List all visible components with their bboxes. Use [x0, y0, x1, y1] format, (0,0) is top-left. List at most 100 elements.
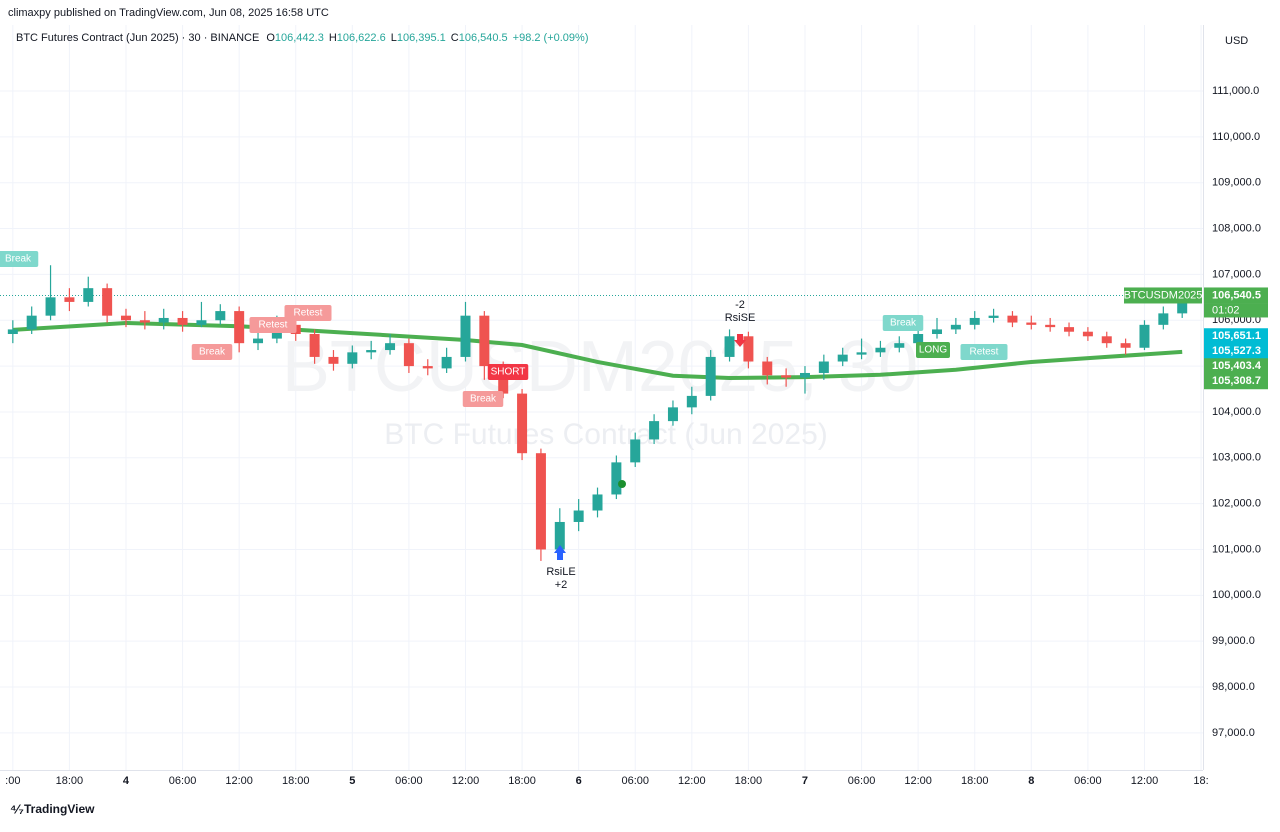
- ohlc-key: O: [266, 32, 275, 44]
- price-label: 105,403.4: [1212, 360, 1262, 372]
- x-tick-label: 12:00: [1131, 775, 1159, 787]
- candle-body: [932, 329, 943, 335]
- ohlc-key: L: [391, 32, 397, 44]
- candle-body: [969, 317, 980, 325]
- currency[interactable]: USD: [1225, 35, 1248, 47]
- y-tick-label: 109,000.0: [1212, 177, 1261, 189]
- candle-body: [875, 347, 886, 353]
- candle-body: [177, 317, 188, 325]
- candle-body: [102, 288, 113, 316]
- countdown-box: [1204, 303, 1268, 318]
- ohlc-value: 106,622.6: [337, 32, 386, 44]
- annotation-box: [249, 317, 297, 333]
- x-tick-label: 18:00: [56, 775, 84, 787]
- ohlc-value: 106,540.5: [459, 32, 508, 44]
- x-tick-label: 12:00: [904, 775, 932, 787]
- candle-body: [196, 320, 207, 325]
- price-label: 105,527.3: [1212, 345, 1261, 357]
- candle-body: [1082, 331, 1093, 337]
- symbol-info: BTC Futures Contract (Jun 2025) · 30 · B…: [16, 32, 589, 44]
- annotation-box: [960, 344, 1008, 360]
- candle-body: [215, 311, 226, 321]
- watermark-sub: BTC Futures Contract (Jun 2025): [384, 418, 828, 451]
- candle-body: [554, 521, 565, 550]
- symbol-tag-box: [1124, 287, 1202, 304]
- candle-body: [1101, 336, 1112, 344]
- y-tick-label: 108,000.0: [1212, 222, 1261, 234]
- candle-body: [460, 315, 471, 357]
- watermark: BTCUSDM2025, 30: [282, 327, 918, 407]
- x-tick-label: 06:00: [1074, 775, 1102, 787]
- candle-body: [1064, 327, 1075, 332]
- candle-body: [856, 352, 867, 355]
- y-tick-label: 99,000.0: [1212, 635, 1255, 647]
- y-tick-label: 97,000.0: [1212, 727, 1255, 739]
- candle-body: [1177, 295, 1188, 314]
- candle-body: [328, 356, 339, 364]
- annotation: Break: [890, 318, 917, 329]
- annotation: -2: [735, 299, 745, 311]
- axis-border: [0, 770, 1203, 771]
- x-tick-label: 06:00: [621, 775, 649, 787]
- y-tick-label: 102,000.0: [1212, 498, 1261, 510]
- candle-body: [818, 361, 829, 373]
- brand: TradingView: [24, 802, 95, 816]
- price-label-box: [1204, 373, 1268, 390]
- candle-body: [403, 343, 414, 367]
- annotation-box: [882, 315, 924, 331]
- annotation-box: [916, 342, 950, 358]
- published: climaxpy published on TradingView.com, J…: [8, 7, 329, 19]
- candle-body: [630, 439, 641, 463]
- candle-body: [837, 354, 848, 362]
- annotation-box: [284, 305, 332, 321]
- candle-body: [26, 315, 37, 330]
- x-tick-label: 18:00: [961, 775, 989, 787]
- candle-body: [64, 297, 75, 302]
- countdown: 01:02: [1212, 304, 1240, 316]
- x-tick-label: 12:00: [452, 775, 480, 787]
- annotation: +2: [555, 579, 568, 591]
- ohlc-key: H: [329, 32, 337, 44]
- annotation: Retest: [259, 320, 288, 331]
- candle-body: [1045, 324, 1056, 328]
- price-label: 105,308.7: [1212, 375, 1261, 387]
- annotation-box: [462, 391, 504, 407]
- change: +98.2 (+0.09%): [513, 32, 589, 44]
- x-tick-label: 12:00: [225, 775, 253, 787]
- x-tick-label: 06:00: [848, 775, 876, 787]
- x-tick-label: 06:00: [395, 775, 423, 787]
- price-label: 106,540.5: [1212, 289, 1261, 301]
- x-tick-label: 06:00: [169, 775, 197, 787]
- price-label-box: [1204, 343, 1268, 360]
- symbol-tag: BTCUSDM2025: [1124, 289, 1203, 301]
- candle-body: [611, 462, 622, 495]
- candle-body: [724, 336, 735, 357]
- candle-body: [422, 366, 433, 369]
- candle-body: [913, 334, 924, 344]
- x-tick-label: 18:00: [735, 775, 763, 787]
- candle-body: [441, 356, 452, 369]
- annotation: RsiLE: [546, 566, 575, 578]
- candle-body: [592, 494, 603, 511]
- candle-body: [988, 315, 999, 318]
- signal-dot: [618, 480, 626, 488]
- symbol: BTC Futures Contract (Jun 2025) · 30 · B…: [16, 32, 259, 44]
- y-tick-label: 101,000.0: [1212, 543, 1261, 555]
- annotation-box: [191, 344, 233, 360]
- candle-body: [517, 393, 528, 454]
- y-tick-label: 100,000.0: [1212, 589, 1261, 601]
- axis-border: [1203, 25, 1204, 770]
- annotation: SHORT: [491, 367, 526, 378]
- candle-body: [1120, 343, 1131, 348]
- y-tick-label: 110,000.0: [1212, 131, 1260, 143]
- candle-body: [686, 395, 697, 408]
- candle-body: [45, 297, 56, 316]
- candle-body: [347, 352, 358, 364]
- annotation-box: [0, 251, 39, 267]
- candle-body: [309, 334, 320, 357]
- ohlc-value: 106,442.3: [275, 32, 324, 44]
- candle-body: [479, 315, 490, 367]
- candle-body: [253, 338, 264, 344]
- candle-body: [1007, 315, 1018, 323]
